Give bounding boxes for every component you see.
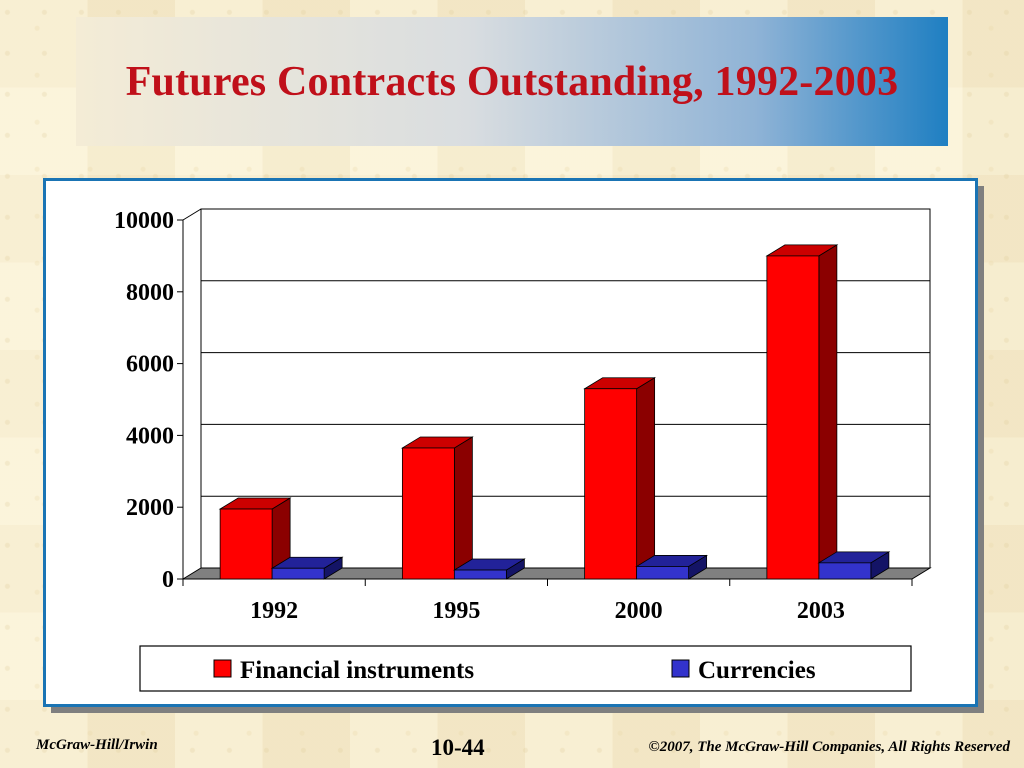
bar-front [453, 569, 507, 580]
legend-label-financial: Financial instruments [240, 657, 474, 684]
legend-swatch-financial [213, 659, 232, 678]
plot-area: 0 2000 4000 6000 8000 10000 1992 1995 2000 2003 [114, 208, 932, 624]
legend-swatch-currencies [671, 659, 690, 678]
wall-edge [182, 208, 202, 221]
bar-side [818, 244, 838, 580]
title-banner: Futures Contracts Outstanding, 1992-2003 [76, 17, 948, 146]
bar-currencies [452, 558, 526, 580]
legend-label-currencies: Currencies [698, 657, 816, 684]
bar-currencies [270, 556, 344, 580]
bar-front [271, 567, 325, 580]
legend: Financial instruments Currencies [139, 645, 912, 692]
bar-front [818, 562, 872, 580]
y-tick-label: 6000 [126, 352, 174, 378]
bar-front [766, 255, 820, 580]
y-tick-label: 8000 [126, 280, 174, 306]
bar-currencies [817, 551, 891, 580]
x-category-label: 2000 [615, 598, 663, 624]
bar-financial-instruments [765, 244, 839, 580]
y-tick-label: 10000 [114, 208, 174, 234]
bar-front [584, 388, 638, 580]
bar-side [636, 377, 656, 580]
bar-front [636, 566, 690, 580]
bar-currencies [635, 554, 709, 580]
footer-copyright: ©2007, The McGraw-Hill Companies, All Ri… [648, 739, 1011, 755]
page-number: 10-44 [431, 735, 485, 760]
x-category-label: 2003 [797, 598, 845, 624]
bar-front [219, 508, 273, 580]
bar-financial-instruments [218, 497, 292, 580]
slide-title: Futures Contracts Outstanding, 1992-2003 [125, 58, 899, 105]
y-tick-label: 0 [162, 567, 174, 593]
bar-financial-instruments [583, 377, 657, 580]
bar-front [401, 447, 455, 580]
y-tick-label: 4000 [126, 423, 174, 449]
footer-publisher: McGraw-Hill/Irwin [36, 737, 158, 753]
legend-box [139, 645, 912, 692]
x-category-label: 1995 [432, 598, 480, 624]
bar-side [453, 436, 473, 580]
x-category-label: 1992 [250, 598, 298, 624]
y-tick-label: 2000 [126, 495, 174, 521]
bar-financial-instruments [400, 436, 474, 580]
